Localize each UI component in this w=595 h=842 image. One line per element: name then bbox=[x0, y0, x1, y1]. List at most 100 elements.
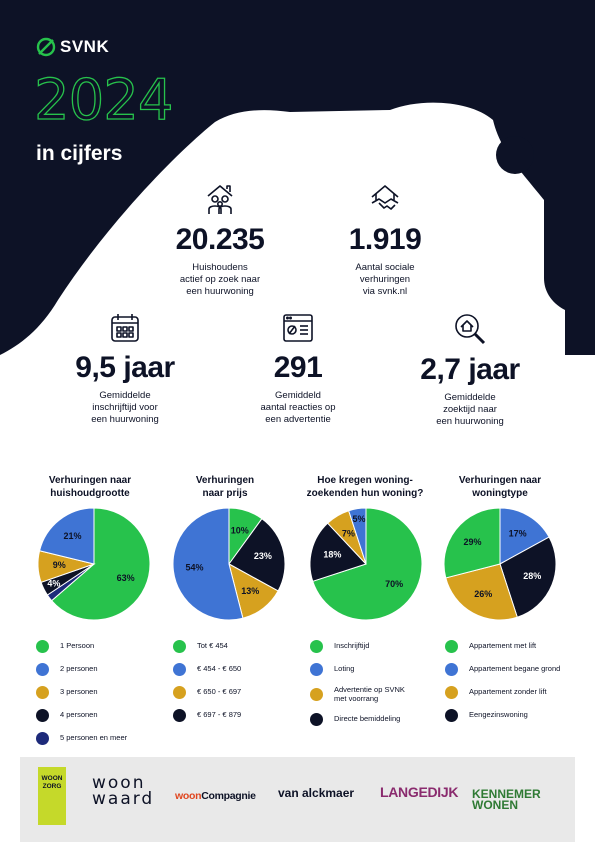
legend-label: € 697 - € 879 bbox=[197, 710, 242, 720]
legend-swatch bbox=[310, 640, 323, 653]
stat-value: 20.235 bbox=[175, 223, 265, 256]
legend-item: Appartement met lift bbox=[445, 640, 585, 653]
chart-title: Verhuringen naar prijs bbox=[195, 475, 255, 499]
pie-data-label: 70% bbox=[385, 579, 403, 589]
pie-data-label: 9% bbox=[53, 560, 66, 570]
legend-item: Advertentie op SVNK met voorrang bbox=[310, 685, 440, 703]
stat-label: Huishoudens actief op zoek naar een huur… bbox=[179, 262, 261, 297]
woon-waard-logo: woon waard bbox=[92, 773, 155, 810]
chart-title: Verhuringen naar woningtype bbox=[458, 475, 542, 499]
legend-label: 4 personen bbox=[60, 710, 98, 720]
legend-swatch bbox=[445, 709, 458, 722]
magnifier-house-icon bbox=[455, 314, 486, 345]
pie-slice bbox=[445, 563, 518, 621]
legend-item: 5 personen en meer bbox=[36, 732, 166, 745]
stat-label: Gemiddeld aantal reacties op een adverte… bbox=[260, 390, 336, 425]
legend-swatch bbox=[173, 686, 186, 699]
pie-chart: 10% 23% 13% 54% bbox=[172, 507, 286, 621]
handshake-house-icon bbox=[371, 185, 399, 210]
legend-swatch bbox=[173, 663, 186, 676]
pie-data-label: 4% bbox=[47, 578, 60, 588]
stat-label: Gemiddelde zoektijd naar een huurwoning bbox=[436, 392, 504, 427]
house-window-circle bbox=[496, 136, 534, 174]
legend-swatch bbox=[36, 686, 49, 699]
stat-label: Aantal sociale verhuringen via svnk.nl bbox=[355, 262, 415, 297]
legend-label: Appartement zonder lift bbox=[469, 687, 547, 697]
legend-item: € 650 - € 697 bbox=[173, 686, 303, 699]
legend-label: Directe bemiddeling bbox=[334, 714, 401, 724]
pie-data-label: 23% bbox=[254, 551, 272, 561]
chart-title: Hoe kregen woning- zoekenden hun woning? bbox=[306, 475, 424, 499]
legend-price: Tot € 454 € 454 - € 650 € 650 - € 697 € 697… bbox=[173, 640, 303, 732]
pie-data-label: 26% bbox=[474, 589, 492, 599]
year-title: 2024 bbox=[33, 67, 174, 133]
legend-item: 3 personen bbox=[36, 686, 166, 699]
legend-house-type: Appartement met lift Appartement begane g… bbox=[445, 640, 585, 732]
legend-swatch bbox=[36, 640, 49, 653]
family-house-icon bbox=[207, 185, 233, 214]
legend-label: Inschrijftijd bbox=[334, 641, 370, 651]
pie-data-label: 28% bbox=[523, 571, 541, 581]
stat-search-time: 2,7 jaar Gemiddelde zoektijd naar een hu… bbox=[400, 313, 540, 428]
brand: SVNK bbox=[36, 37, 109, 57]
pie-data-label: 17% bbox=[509, 528, 527, 538]
legend-swatch bbox=[445, 663, 458, 676]
legend-item: Tot € 454 bbox=[173, 640, 303, 653]
pie-chart: 63% 4% 9% 21% bbox=[37, 507, 151, 621]
van-alckmaer-logo: van alckmaer bbox=[278, 786, 355, 800]
legend-item: Appartement zonder lift bbox=[445, 686, 585, 699]
pie-data-label: 54% bbox=[186, 563, 204, 573]
pie-data-label: 29% bbox=[464, 537, 482, 547]
legend-label: 5 personen en meer bbox=[60, 733, 128, 743]
legend-swatch bbox=[173, 640, 186, 653]
legend-item: Eengezinswoning bbox=[445, 709, 585, 722]
pie-charts: 63% 4% 9% 21% 10% 23% 13% 54% 70% 18% 7% 5% 17% 28% 26… bbox=[37, 507, 557, 621]
pie-data-label: 13% bbox=[241, 586, 259, 596]
pie-slice bbox=[309, 522, 367, 582]
legend-swatch bbox=[36, 732, 49, 745]
pie-slice bbox=[499, 507, 550, 565]
legend-item: € 454 - € 650 bbox=[173, 663, 303, 676]
stat-value: 9,5 jaar bbox=[75, 351, 175, 384]
pie-chart: 70% 18% 7% 5% bbox=[309, 507, 423, 621]
legend-swatch bbox=[445, 640, 458, 653]
pie-slice bbox=[499, 536, 557, 618]
legend-label: Advertentie op SVNK met voorrang bbox=[334, 685, 405, 703]
pie-slice bbox=[228, 517, 286, 592]
legend-swatch bbox=[36, 663, 49, 676]
browser-window-icon bbox=[283, 314, 313, 342]
legend-label: Appartement met lift bbox=[469, 641, 537, 651]
pie-slice bbox=[348, 507, 367, 565]
legend-label: € 454 - € 650 bbox=[197, 664, 242, 674]
stat-households: 20.235 Huishoudens actief op zoek naar e… bbox=[150, 183, 290, 298]
legend-swatch bbox=[173, 709, 186, 722]
calendar-icon bbox=[111, 314, 139, 342]
legend-label: Appartement begane grond bbox=[469, 664, 561, 674]
stat-reactions: 291 Gemiddeld aantal reacties op een adv… bbox=[228, 313, 368, 426]
chart-title: Verhuringen naar huishoudgrootte bbox=[48, 475, 132, 499]
legend-item: Appartement begane grond bbox=[445, 663, 585, 676]
pie-slice bbox=[50, 507, 151, 621]
brand-name: SVNK bbox=[60, 37, 110, 56]
pie-data-label: 21% bbox=[64, 531, 82, 541]
pie-data-label: 18% bbox=[323, 550, 341, 560]
wooncompagnie-logo: woonCompagnie bbox=[175, 790, 256, 802]
pie-slice bbox=[38, 507, 95, 565]
legend-item: Loting bbox=[310, 663, 440, 676]
pie-data-label: 63% bbox=[117, 573, 135, 583]
legend-label: 2 personen bbox=[60, 664, 98, 674]
kennemer-wonen-logo: KENNEMER WONEN bbox=[472, 787, 541, 813]
legend-label: Loting bbox=[334, 664, 355, 674]
legend-label: € 650 - € 697 bbox=[197, 687, 242, 697]
page-subtitle: in cijfers bbox=[36, 142, 123, 165]
dark-header-shape bbox=[0, 0, 595, 355]
woonzorg-logo: WOON ZORG bbox=[38, 767, 66, 825]
legend-label: Eengezinswoning bbox=[469, 710, 528, 720]
legend-item: 1 Persoon bbox=[36, 640, 166, 653]
pie-slice bbox=[443, 507, 501, 579]
stat-rentals: 1.919 Aantal sociale verhuringen via svn… bbox=[315, 183, 455, 298]
pie-data-label: 7% bbox=[342, 528, 355, 538]
legend-swatch bbox=[310, 713, 323, 727]
